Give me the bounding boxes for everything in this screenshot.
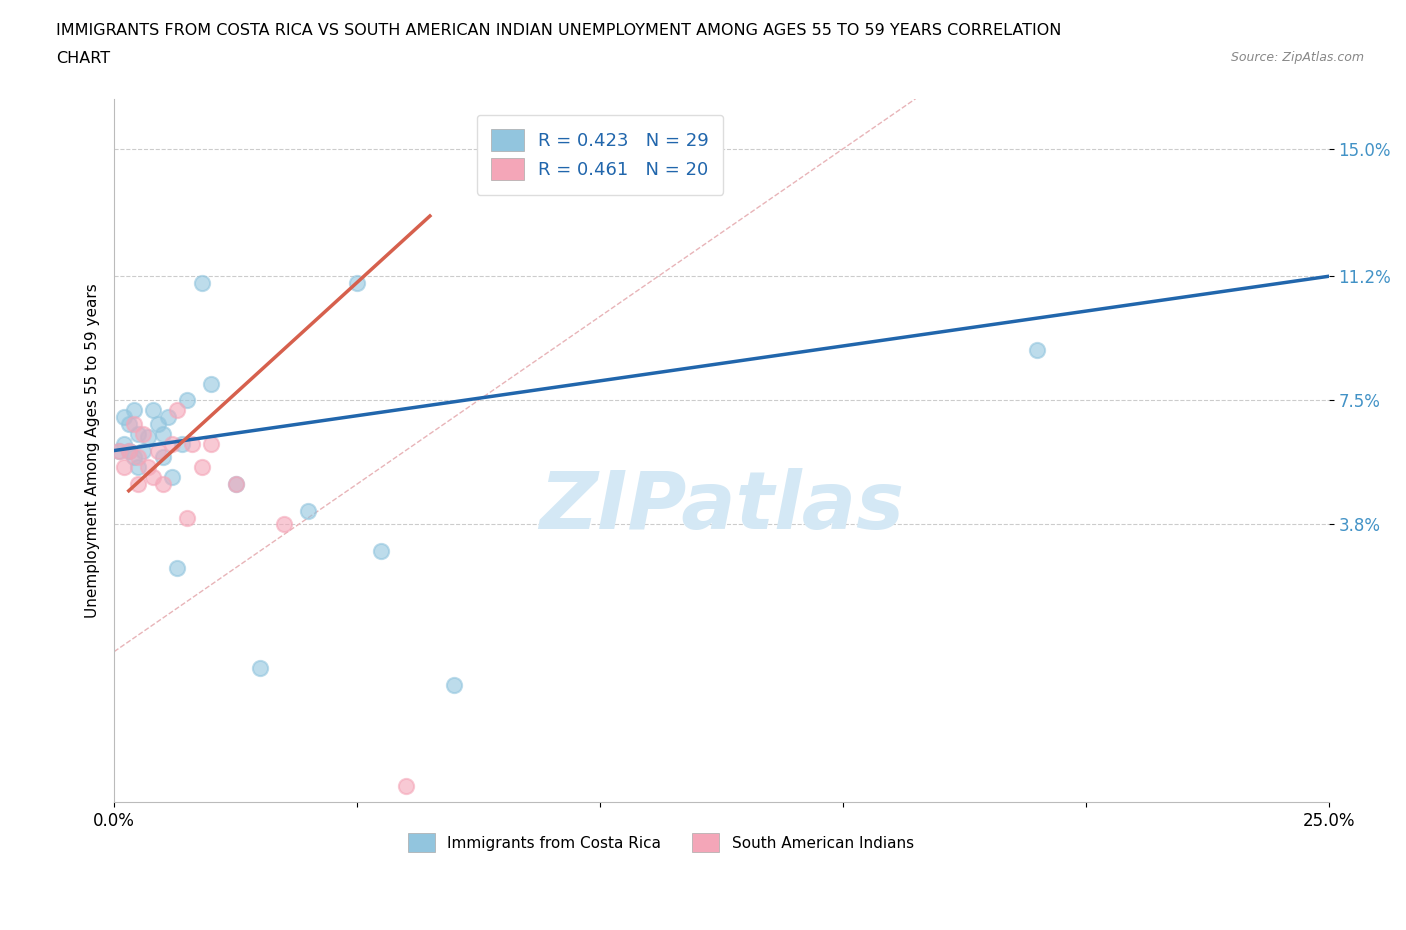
- Point: [249, 661, 271, 676]
- Point: [162, 436, 184, 451]
- Point: [108, 443, 131, 458]
- Point: [152, 426, 174, 441]
- Point: [166, 403, 188, 418]
- Legend: Immigrants from Costa Rica, South American Indians: Immigrants from Costa Rica, South Americ…: [402, 827, 920, 858]
- Point: [136, 430, 159, 445]
- Point: [225, 476, 247, 491]
- Point: [127, 450, 149, 465]
- Point: [122, 450, 145, 465]
- Text: CHART: CHART: [56, 51, 110, 66]
- Point: [180, 436, 202, 451]
- Point: [225, 476, 247, 491]
- Point: [166, 561, 188, 576]
- Point: [172, 436, 194, 451]
- Point: [132, 443, 155, 458]
- Point: [136, 459, 159, 474]
- Point: [297, 503, 319, 518]
- Point: [142, 470, 165, 485]
- Point: [127, 476, 149, 491]
- Text: Source: ZipAtlas.com: Source: ZipAtlas.com: [1230, 51, 1364, 64]
- Point: [127, 426, 149, 441]
- Point: [118, 417, 141, 432]
- Point: [152, 476, 174, 491]
- Text: IMMIGRANTS FROM COSTA RICA VS SOUTH AMERICAN INDIAN UNEMPLOYMENT AMONG AGES 55 T: IMMIGRANTS FROM COSTA RICA VS SOUTH AMER…: [56, 23, 1062, 38]
- Point: [1026, 342, 1049, 357]
- Point: [443, 678, 465, 693]
- Point: [162, 470, 184, 485]
- Y-axis label: Unemployment Among Ages 55 to 59 years: Unemployment Among Ages 55 to 59 years: [86, 283, 100, 618]
- Point: [112, 409, 135, 424]
- Point: [146, 417, 169, 432]
- Point: [190, 275, 212, 290]
- Point: [273, 517, 295, 532]
- Point: [112, 436, 135, 451]
- Point: [370, 544, 392, 559]
- Point: [156, 409, 179, 424]
- Point: [190, 459, 212, 474]
- Point: [132, 426, 155, 441]
- Point: [108, 443, 131, 458]
- Point: [122, 417, 145, 432]
- Point: [176, 511, 198, 525]
- Point: [112, 459, 135, 474]
- Point: [394, 778, 416, 793]
- Text: ZIPatlas: ZIPatlas: [538, 468, 904, 546]
- Point: [176, 392, 198, 407]
- Point: [152, 450, 174, 465]
- Point: [200, 436, 222, 451]
- Point: [127, 459, 149, 474]
- Point: [200, 376, 222, 391]
- Point: [118, 443, 141, 458]
- Point: [146, 443, 169, 458]
- Point: [346, 275, 368, 290]
- Point: [118, 443, 141, 458]
- Point: [122, 403, 145, 418]
- Point: [142, 403, 165, 418]
